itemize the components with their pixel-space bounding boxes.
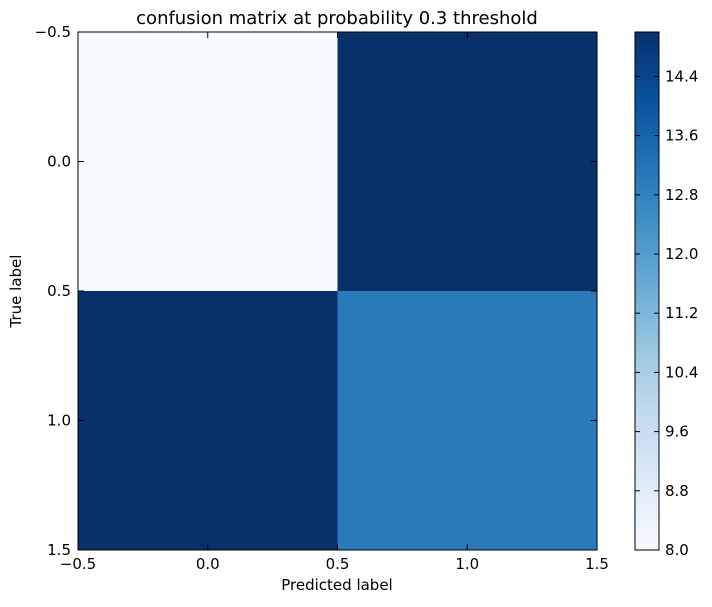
heatmap-cell bbox=[78, 32, 338, 291]
colorbar-ticks: 8.0 8.8 9.6 10.4 11.2 12.0 12.8 13.6 14.4 bbox=[635, 67, 698, 559]
colorbar-tick-label: 14.4 bbox=[665, 67, 698, 85]
heatmap-cell bbox=[78, 291, 338, 550]
heatmap-cell bbox=[337, 291, 597, 550]
colorbar-tick-label: 10.4 bbox=[665, 363, 698, 381]
y-axis-label: True label bbox=[7, 255, 25, 329]
x-tick-label: 1.5 bbox=[585, 555, 609, 573]
y-tick-label: −0.5 bbox=[35, 23, 71, 41]
heatmap-cells bbox=[78, 32, 597, 550]
heatmap-cell bbox=[337, 32, 597, 291]
colorbar-tick-label: 8.8 bbox=[665, 482, 689, 500]
y-tick-label: 1.0 bbox=[47, 412, 71, 430]
x-tick-label: 0.0 bbox=[196, 555, 220, 573]
colorbar-tick-label: 8.0 bbox=[665, 541, 689, 559]
x-tick-label: −0.5 bbox=[60, 555, 96, 573]
colorbar bbox=[634, 31, 660, 551]
colorbar-tick-label: 11.2 bbox=[665, 304, 698, 322]
colorbar-tick-label: 13.6 bbox=[665, 127, 698, 145]
y-tick-label: 1.5 bbox=[47, 541, 71, 559]
y-tick-label: 0.0 bbox=[47, 153, 71, 171]
x-tick-label: 1.0 bbox=[455, 555, 479, 573]
x-tick-label: 0.5 bbox=[326, 555, 350, 573]
chart-title: confusion matrix at probability 0.3 thre… bbox=[136, 8, 538, 29]
y-tick-label: 0.5 bbox=[47, 282, 71, 300]
colorbar-tick-label: 12.0 bbox=[665, 245, 698, 263]
colorbar-tick-label: 9.6 bbox=[665, 423, 689, 441]
colorbar-tick-label: 12.8 bbox=[665, 186, 698, 204]
axis-ticks: −0.5 0.0 0.5 1.0 1.5−0.50.00.51.01.5 bbox=[35, 23, 609, 573]
x-axis-label: Predicted label bbox=[281, 576, 392, 594]
